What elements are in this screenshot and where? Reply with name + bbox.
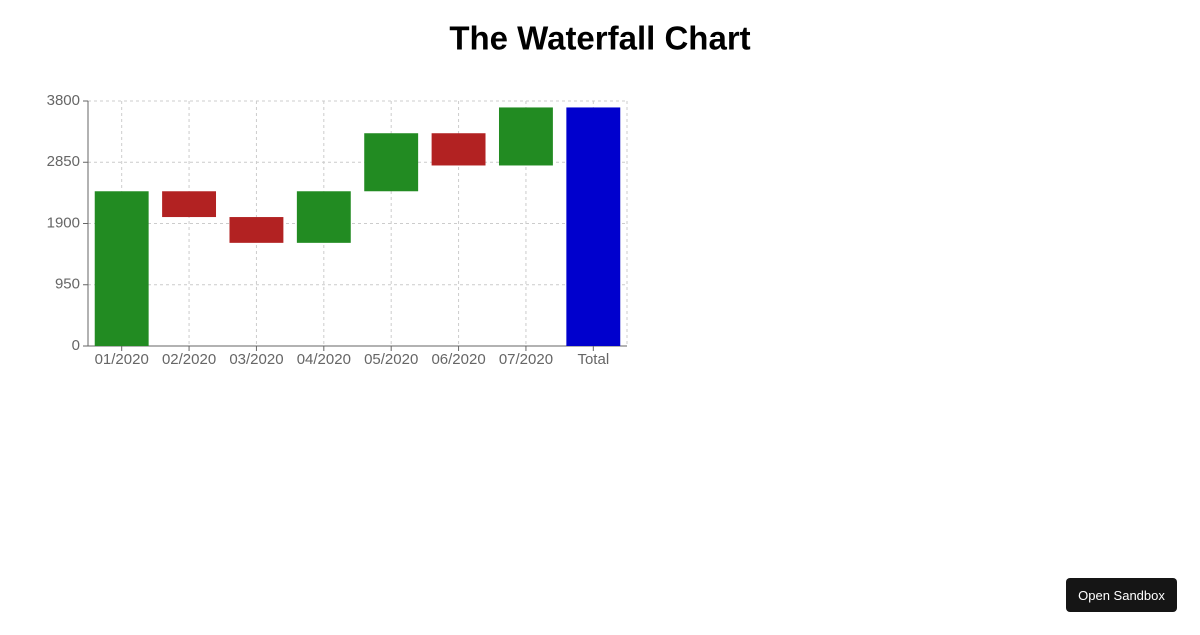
bar: [431, 133, 486, 166]
bar: [229, 217, 284, 243]
y-tick-label: 2850: [47, 153, 80, 170]
x-tick-label: 03/2020: [229, 351, 283, 368]
bar: [162, 191, 217, 218]
y-tick-label: 950: [55, 276, 80, 293]
bar: [94, 191, 149, 346]
y-tick-label: 0: [72, 337, 80, 354]
x-tick-label: 07/2020: [499, 351, 553, 368]
x-tick-label: Total: [577, 351, 609, 368]
x-tick-label: 01/2020: [95, 351, 149, 368]
x-tick-label: 05/2020: [364, 351, 418, 368]
chart-title: The Waterfall Chart: [449, 20, 750, 57]
open-sandbox-button[interactable]: Open Sandbox: [1066, 578, 1177, 612]
x-tick-label: 06/2020: [431, 351, 485, 368]
bar: [498, 107, 553, 166]
y-tick-label: 3800: [47, 92, 80, 109]
x-tick-label: 02/2020: [162, 351, 216, 368]
x-tick-label: 04/2020: [297, 351, 351, 368]
bar: [296, 191, 351, 243]
bar: [364, 133, 419, 192]
bar: [566, 107, 621, 347]
y-tick-label: 1900: [47, 214, 80, 231]
